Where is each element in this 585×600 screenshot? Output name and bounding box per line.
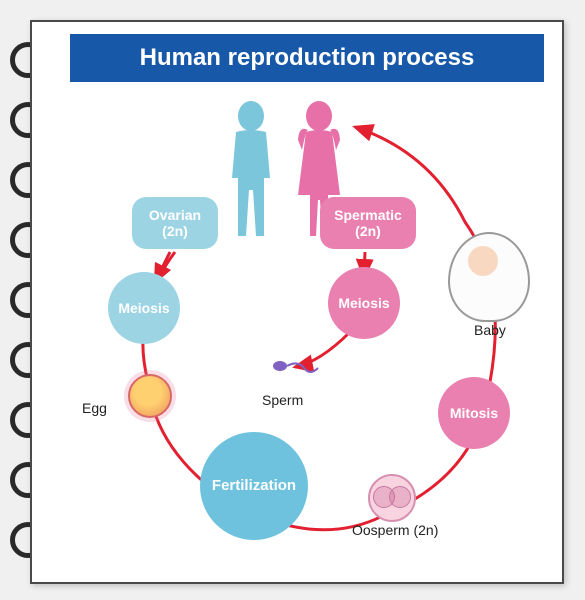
sperm-cell-icon bbox=[270, 354, 320, 384]
node-meiosis_m: Meiosis bbox=[328, 267, 400, 339]
oosperm-cell-icon bbox=[368, 474, 416, 522]
sperm_label: Sperm bbox=[262, 392, 303, 408]
oosperm_label: Oosperm (2n) bbox=[352, 522, 438, 538]
baby-icon bbox=[448, 232, 530, 322]
baby_label: Baby bbox=[474, 322, 506, 338]
node-spermatic: Spermatic(2n) bbox=[320, 197, 416, 249]
node-meiosis_f: Meiosis bbox=[108, 272, 180, 344]
male-silhouette-icon bbox=[220, 100, 282, 240]
node-fert: Fertilization bbox=[200, 432, 308, 540]
diagram-canvas: Ovarian(2n) Spermatic(2n) Meiosis Meiosis Fe… bbox=[70, 82, 550, 572]
node-ovarian: Ovarian(2n) bbox=[132, 197, 218, 249]
egg_label: Egg bbox=[82, 400, 107, 416]
node-mitosis: Mitosis bbox=[438, 377, 510, 449]
notebook-page: Human reproduction process Ovarian(2 bbox=[30, 20, 564, 584]
page-title: Human reproduction process bbox=[70, 34, 544, 82]
egg-cell-icon bbox=[128, 374, 172, 418]
